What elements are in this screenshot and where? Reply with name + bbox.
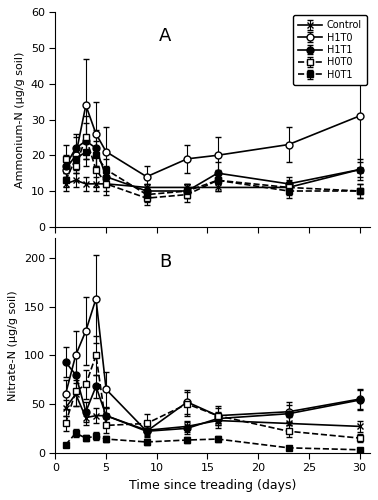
Text: A: A xyxy=(159,28,172,46)
Y-axis label: Nitrate-N (μg/g soil): Nitrate-N (μg/g soil) xyxy=(8,290,19,401)
Text: B: B xyxy=(159,254,172,272)
X-axis label: Time since treading (days): Time since treading (days) xyxy=(129,478,296,492)
Legend: Control, H1T0, H1T1, H0T0, H0T1: Control, H1T0, H1T1, H0T0, H0T1 xyxy=(293,16,367,84)
Y-axis label: Ammonium-N (μg/g soil): Ammonium-N (μg/g soil) xyxy=(15,52,25,188)
